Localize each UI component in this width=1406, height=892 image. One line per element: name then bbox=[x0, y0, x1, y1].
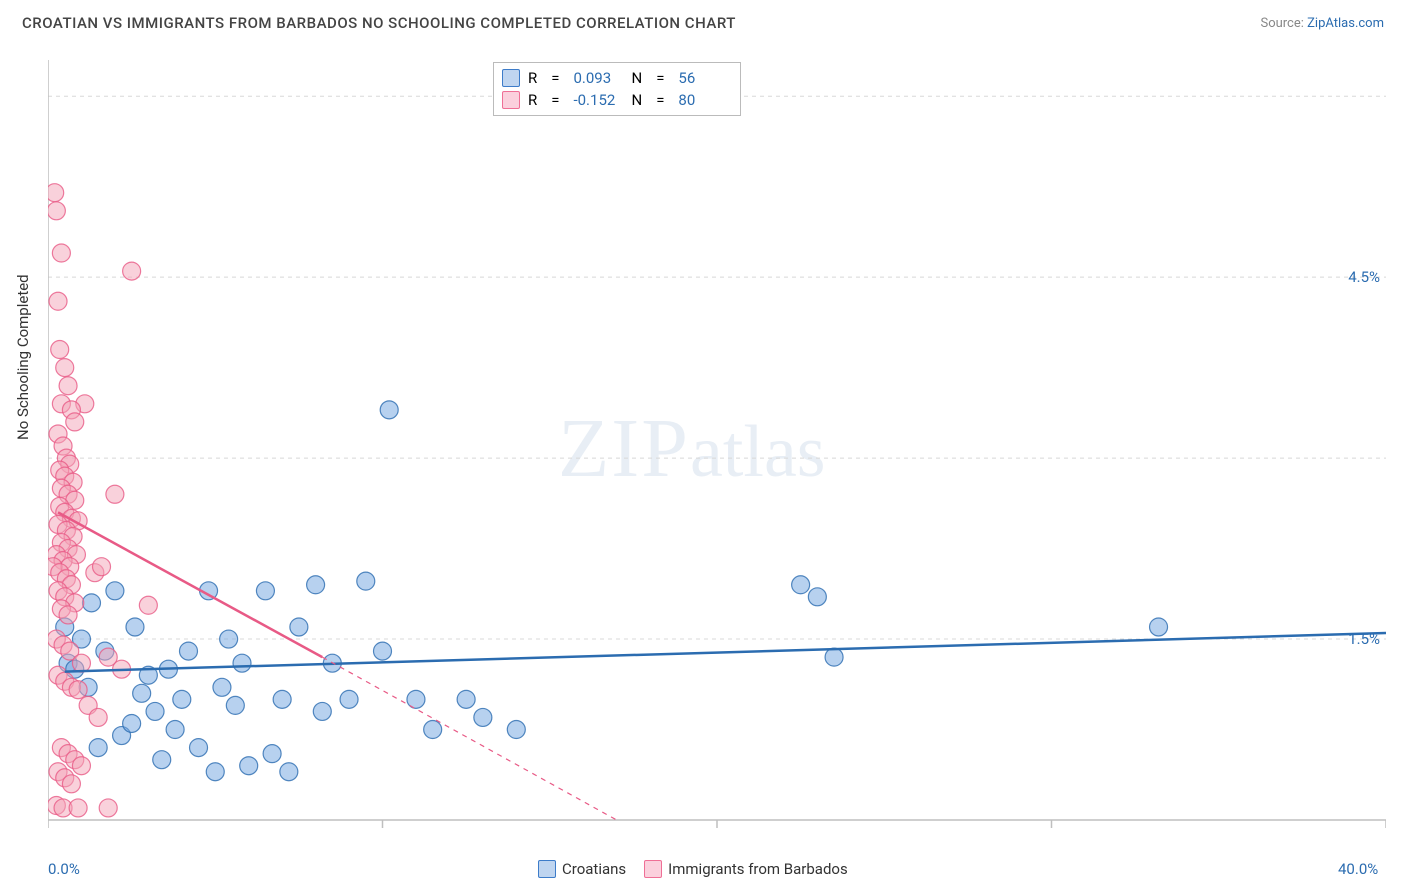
equals-sign: = bbox=[551, 69, 559, 87]
chart-title: CROATIAN VS IMMIGRANTS FROM BARBADOS NO … bbox=[22, 14, 736, 32]
legend-label: Croatians bbox=[562, 860, 626, 878]
x-tick-label: 0.0% bbox=[48, 860, 80, 878]
r-value: 0.093 bbox=[573, 69, 623, 87]
y-tick-label: 4.5% bbox=[1348, 268, 1380, 286]
legend-item: Immigrants from Barbados bbox=[644, 860, 848, 878]
series-swatch-icon bbox=[502, 69, 520, 87]
equals-sign: = bbox=[656, 91, 664, 109]
n-value: 80 bbox=[678, 91, 728, 109]
source-link[interactable]: ZipAtlas.com bbox=[1307, 16, 1384, 31]
r-label: R bbox=[528, 91, 537, 109]
y-axis-label: No Schooling Completed bbox=[14, 274, 32, 440]
legend-label: Immigrants from Barbados bbox=[668, 860, 848, 878]
n-label: N bbox=[631, 69, 642, 87]
r-value: -0.152 bbox=[573, 91, 623, 109]
chart-container: No Schooling Completed ZIPatlas R = 0.09… bbox=[48, 60, 1388, 850]
n-value: 56 bbox=[678, 69, 728, 87]
source-attribution: Source: ZipAtlas.com bbox=[1260, 16, 1384, 31]
legend-item: Croatians bbox=[538, 860, 626, 878]
equals-sign: = bbox=[656, 69, 664, 87]
stats-row: R = -0.152 N = 80 bbox=[502, 89, 728, 111]
stats-row: R = 0.093 N = 56 bbox=[502, 67, 728, 89]
y-tick-label: 1.5% bbox=[1348, 630, 1380, 648]
x-tick-label: 40.0% bbox=[1338, 860, 1378, 878]
r-label: R bbox=[528, 69, 537, 87]
equals-sign: = bbox=[551, 91, 559, 109]
series-swatch-icon bbox=[538, 860, 556, 878]
series-swatch-icon bbox=[502, 91, 520, 109]
correlation-stats-box: R = 0.093 N = 56 R = -0.152 N = 80 bbox=[493, 62, 741, 116]
scatter-plot bbox=[48, 60, 1386, 860]
n-label: N bbox=[631, 91, 642, 109]
bottom-legend: Croatians Immigrants from Barbados bbox=[538, 860, 848, 878]
source-prefix: Source: bbox=[1260, 16, 1307, 31]
series-swatch-icon bbox=[644, 860, 662, 878]
